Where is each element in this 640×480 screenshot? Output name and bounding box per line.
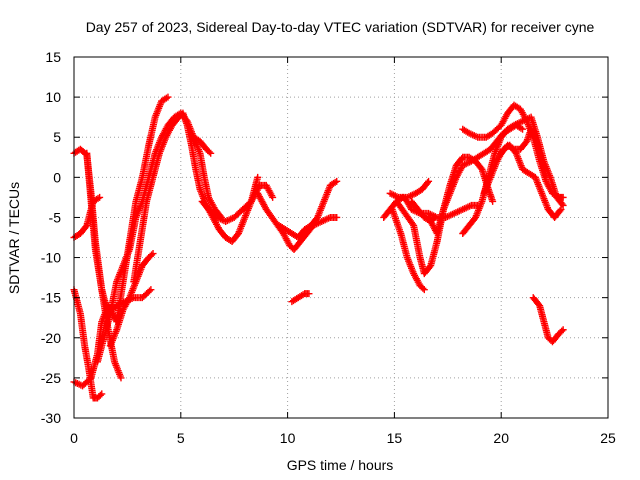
- data-point: [145, 287, 153, 295]
- series-arc13: [288, 290, 313, 306]
- x-tick-label: 0: [70, 430, 78, 446]
- y-tick-label: -20: [41, 330, 61, 346]
- data-point: [559, 326, 567, 334]
- data-point: [82, 223, 90, 231]
- y-tick-label: 5: [53, 129, 61, 145]
- y-tick-label: -25: [41, 370, 61, 386]
- series-arc8: [130, 109, 262, 286]
- data-point: [164, 93, 172, 101]
- data-point: [542, 173, 550, 181]
- data-point: [431, 213, 439, 221]
- data-point: [149, 250, 157, 258]
- series-arc23: [529, 294, 567, 346]
- y-tick-label: 0: [53, 169, 61, 185]
- data-point: [424, 179, 432, 187]
- data-point: [305, 290, 313, 298]
- series-arc12: [275, 177, 341, 241]
- y-tick-label: -10: [41, 250, 61, 266]
- data-point: [519, 125, 527, 133]
- series-arc9: [190, 133, 215, 157]
- data-point: [556, 207, 564, 215]
- data-point: [531, 132, 539, 140]
- x-tick-labels: 0 5 10 15 20 25: [70, 430, 616, 446]
- y-tick-label: 15: [45, 49, 61, 65]
- data-point: [425, 177, 433, 185]
- series-arc20: [459, 113, 567, 237]
- data-point: [333, 177, 341, 185]
- data-point: [98, 390, 106, 398]
- data-point: [148, 251, 156, 259]
- series-arc15: [388, 205, 428, 294]
- data-point: [162, 94, 170, 102]
- data-point: [331, 178, 339, 186]
- data-point: [559, 201, 567, 209]
- data-point: [254, 173, 262, 181]
- data-point: [426, 263, 434, 271]
- y-tick-labels: -30 -25 -20 -15 -10 -5 0 5 10 15: [41, 49, 61, 426]
- data-point: [559, 193, 567, 201]
- x-tick-label: 25: [600, 430, 616, 446]
- plot-frame: [73, 56, 609, 419]
- y-axis-label: SDTVAR / TECUs: [6, 182, 22, 294]
- series-arc4: [70, 286, 106, 402]
- data-point: [558, 200, 566, 208]
- y-tick-label: -15: [41, 290, 61, 306]
- data-point: [207, 149, 215, 157]
- y-tick-label: -5: [49, 209, 62, 225]
- data-layer: [70, 93, 567, 402]
- chart-title: Day 257 of 2023, Sidereal Day-to-day VTE…: [86, 19, 595, 35]
- data-point: [409, 220, 417, 228]
- data-point: [557, 205, 565, 213]
- data-point: [94, 194, 102, 202]
- x-tick-label: 10: [280, 430, 296, 446]
- data-point: [489, 197, 497, 205]
- data-point: [419, 284, 427, 292]
- data-point: [508, 144, 516, 152]
- data-point: [96, 391, 104, 399]
- x-tick-label: 5: [177, 430, 185, 446]
- data-point: [147, 286, 155, 294]
- data-point: [205, 148, 213, 156]
- x-axis-label: GPS time / hours: [287, 457, 394, 473]
- data-point: [558, 327, 566, 335]
- data-point: [96, 193, 104, 201]
- y-tick-label: -30: [41, 410, 61, 426]
- series-arc24: [497, 125, 550, 181]
- data-point: [269, 193, 277, 201]
- data-point: [517, 124, 525, 132]
- y-tick-label: 10: [45, 89, 61, 105]
- data-point: [420, 286, 428, 294]
- data-point: [333, 213, 341, 221]
- data-point: [535, 300, 543, 308]
- series-arc17: [386, 177, 433, 201]
- axis-ticks: [73, 56, 609, 419]
- x-tick-label: 15: [387, 430, 403, 446]
- data-point: [117, 374, 125, 382]
- x-tick-label: 20: [493, 430, 509, 446]
